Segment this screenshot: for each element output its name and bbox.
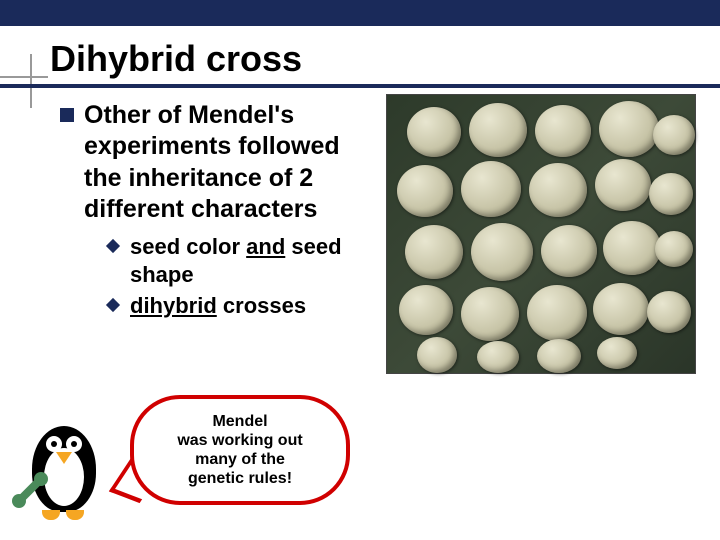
slide-title: Dihybrid cross [50,38,302,80]
penguin-eye [46,436,62,452]
penguin-eye [66,436,82,452]
pea-seed [529,163,587,217]
sub-underline: and [246,234,285,259]
content-area: Other of Mendel's experiments followed t… [60,100,360,324]
penguin-pupil [71,441,77,447]
speech-line: genetic rules! [188,470,292,487]
pea-seed [655,231,693,267]
pea-seed [469,103,527,157]
wrench-icon [12,472,48,508]
pea-seed [599,101,659,157]
pea-seed [603,221,661,275]
top-accent-bar [0,0,720,26]
pea-seed [461,287,519,341]
penguin-foot [66,510,84,520]
pea-seed [405,225,463,279]
crosshair-vertical [30,54,32,108]
pea-seed [647,291,691,333]
speech-line: many of the [195,451,285,468]
pea-seed [527,285,587,341]
sub-underline: dihybrid [130,293,217,318]
sub-bullet-row: dihybrid crosses [108,292,360,320]
pea-seed [471,223,533,281]
pea-seed [407,107,461,157]
pea-seeds-image [386,94,696,374]
penguin-beak [56,452,72,464]
speech-bubble: Mendel was working out many of the genet… [130,395,350,505]
speech-line: Mendel [212,413,267,430]
diamond-bullet-icon [106,239,120,253]
main-bullet-row: Other of Mendel's experiments followed t… [60,100,360,225]
wrench-head [34,472,48,486]
pea-seed [595,159,651,211]
main-bullet-text: Other of Mendel's experiments followed t… [84,100,360,225]
penguin-mascot-icon [18,412,108,522]
penguin-foot [42,510,60,520]
sub-bullet-text: dihybrid crosses [130,292,306,320]
penguin-pupil [51,441,57,447]
crosshair-horizontal [0,76,48,78]
pea-seed [541,225,597,277]
pea-seed [593,283,649,335]
speech-bubble-text: Mendel was working out many of the genet… [167,412,312,489]
sub-bullet-text: seed color and seed shape [130,233,360,288]
title-underline [0,84,720,88]
sub-pre: seed color [130,234,246,259]
diamond-bullet-icon [106,298,120,312]
pea-seed [397,165,453,217]
square-bullet-icon [60,108,74,122]
pea-seed [597,337,637,369]
sub-post: crosses [217,293,306,318]
sub-bullet-row: seed color and seed shape [108,233,360,288]
pea-seed [535,105,591,157]
pea-seed [649,173,693,215]
speech-line: was working out [177,432,302,449]
pea-seed [399,285,453,335]
pea-seed [417,337,457,373]
pea-seed [537,339,581,373]
wrench-head [12,494,26,508]
pea-seed [461,161,521,217]
pea-seed [653,115,695,155]
pea-seed [477,341,519,373]
sub-bullet-list: seed color and seed shape dihybrid cross… [108,233,360,320]
